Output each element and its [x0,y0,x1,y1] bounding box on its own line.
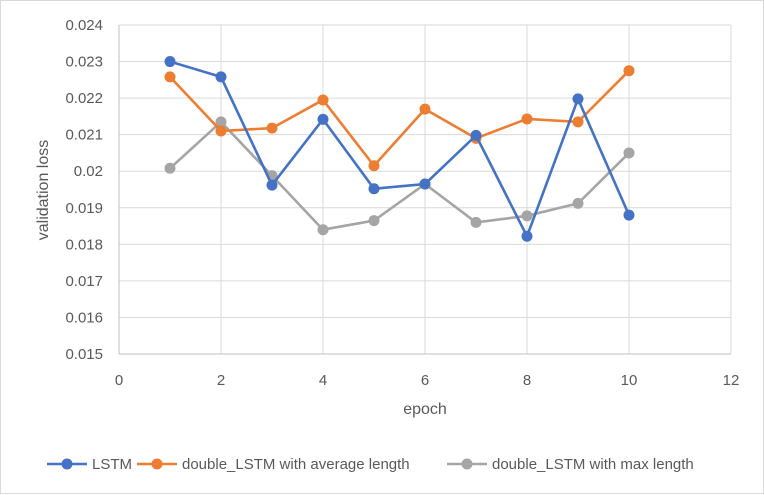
legend-label: double_LSTM with average length [182,456,410,473]
y-tick-label: 0.024 [65,17,103,34]
data-point [419,178,431,190]
legend-item: LSTM [47,456,132,473]
legend-item: double_LSTM with max length [447,456,694,473]
legend-item: double_LSTM with average length [137,456,410,473]
x-tick-label: 2 [217,372,225,389]
series-lines [164,56,635,242]
y-tick-label: 0.021 [65,127,103,144]
series-double-lstm-with-average-length [164,65,635,172]
y-axis-label: validation loss [35,140,52,241]
legend-label: double_LSTM with max length [492,456,694,473]
y-tick-label: 0.02 [74,163,103,180]
data-point [266,122,278,134]
data-point [368,215,380,227]
series-lstm [164,56,635,242]
legend-marker [461,458,473,470]
legend-marker [61,458,73,470]
data-point [572,93,584,105]
data-point [623,209,635,221]
y-tick-label: 0.022 [65,90,103,107]
series-line [169,69,630,168]
y-tick-label: 0.023 [65,54,103,71]
y-tick-label: 0.016 [65,309,103,326]
data-point [419,103,431,115]
data-point [215,71,227,83]
x-tick-label: 12 [723,372,740,389]
data-point [521,230,533,242]
data-point [368,160,380,172]
series-line [169,60,631,238]
data-point [470,216,482,228]
data-point [572,197,584,209]
data-point [317,94,329,106]
series-double-lstm-with-max-length [164,116,635,236]
x-tick-label: 8 [523,372,531,389]
data-point [215,125,227,137]
data-point [623,65,635,77]
data-point [164,162,176,174]
data-point [368,183,380,195]
y-tick-label: 0.017 [65,273,103,290]
data-point [572,116,584,128]
legend: LSTM double_LSTM with average length doubl… [47,456,694,473]
x-axis-label: epoch [403,401,447,418]
data-point [266,179,278,191]
y-tick-labels: 0.015 0.016 0.017 0.018 0.019 0.02 0.021 0.022 0… [65,17,103,363]
x-tick-label: 4 [319,372,327,389]
legend-marker [151,458,163,470]
data-point [164,56,176,68]
y-tick-label: 0.019 [65,200,103,217]
data-point [470,129,482,141]
y-tick-label: 0.015 [65,346,103,363]
data-point [317,113,329,125]
data-point [623,147,635,159]
x-tick-labels: 0 2 4 6 8 10 12 [115,372,740,389]
y-tick-label: 0.018 [65,236,103,253]
x-tick-label: 10 [621,372,638,389]
data-point [164,71,176,83]
x-tick-label: 0 [115,372,123,389]
series-line [169,120,630,232]
x-tick-label: 6 [421,372,429,389]
data-point [521,210,533,222]
data-point [521,113,533,125]
data-point [215,116,227,128]
legend-label: LSTM [92,456,132,473]
data-point [317,224,329,236]
axes [118,25,731,355]
